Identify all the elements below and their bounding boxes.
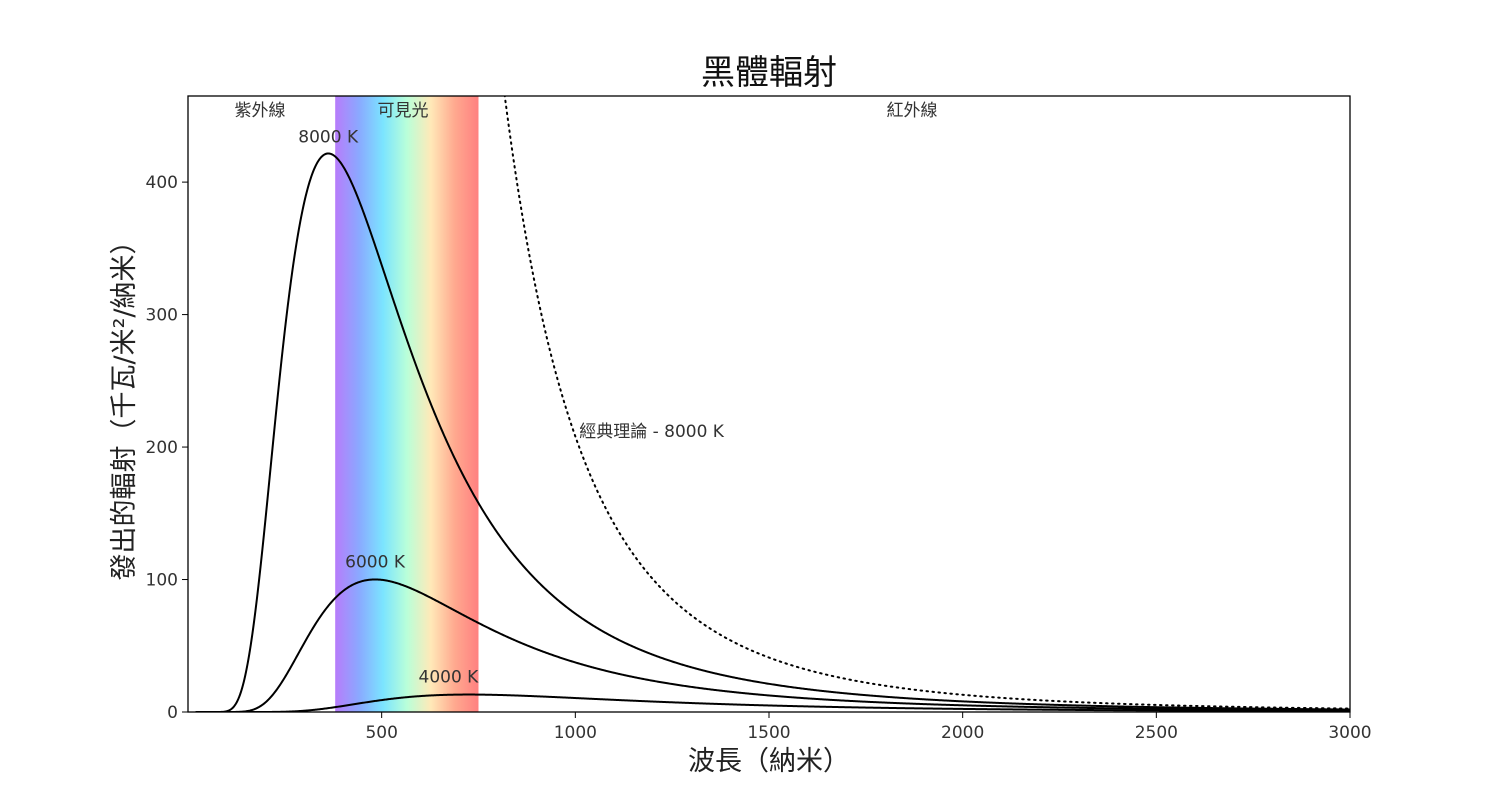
y-tick-label: 100 — [146, 571, 178, 591]
x-tick-label: 1000 — [554, 723, 597, 743]
y-tick-label: 0 — [167, 703, 178, 723]
series-line-0 — [195, 152, 1350, 712]
series-line-3 — [503, 96, 1350, 710]
series-line-2 — [195, 693, 1350, 712]
region-label: 可見光 — [378, 101, 429, 121]
x-axis-title: 波長（納米） — [688, 746, 850, 777]
x-tick-label: 3000 — [1328, 723, 1371, 743]
visible-light-band — [335, 96, 479, 712]
x-tick-label: 1500 — [747, 723, 790, 743]
ticks-group: 500 1000 1500 2000 2500 3000 0 100 200 300 400 — [146, 173, 1372, 743]
labels-group: 紫外線 可見光 紅外線 8000 K 6000 K 4000 K 經典理論 - 8000 K — [235, 101, 938, 687]
x-tick-label: 500 — [365, 723, 397, 743]
series-line-1 — [195, 578, 1350, 712]
region-label: 紅外線 — [887, 101, 938, 121]
series-label: 經典理論 - 8000 K — [579, 422, 725, 442]
y-tick-label: 300 — [146, 306, 178, 326]
y-tick-label: 200 — [146, 438, 178, 458]
series-label: 8000 K — [298, 127, 359, 147]
chart-title: 黑體輻射 — [701, 53, 837, 93]
y-axis-title: 發出的輻射（千瓦/米²/納米） — [109, 227, 140, 580]
curves-group — [195, 96, 1350, 712]
series-label: 4000 K — [419, 667, 480, 687]
series-label: 6000 K — [345, 553, 406, 573]
y-tick-label: 400 — [146, 173, 178, 193]
x-tick-label: 2500 — [1135, 723, 1178, 743]
region-label: 紫外線 — [235, 101, 286, 121]
x-tick-label: 2000 — [941, 723, 984, 743]
